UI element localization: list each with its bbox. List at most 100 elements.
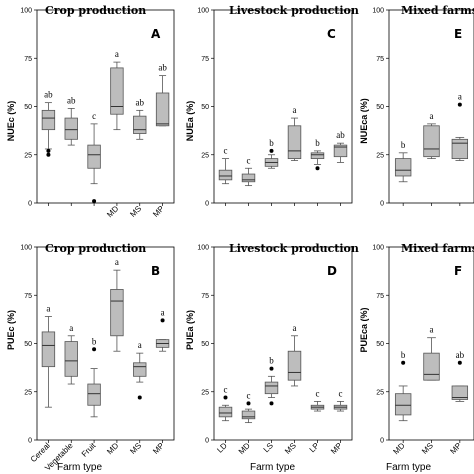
significance-letter: c (92, 111, 96, 121)
significance-letter: c (247, 155, 251, 165)
significance-letter: a (430, 111, 434, 121)
box-group: b (264, 356, 279, 406)
box (451, 385, 469, 400)
box (451, 138, 469, 160)
y-tick-label: 50 (201, 341, 209, 348)
y-tick-label: 50 (376, 341, 384, 348)
significance-letter: ab (336, 130, 345, 140)
y-tick-label: 50 (24, 341, 32, 348)
x-tick-label: MP (329, 441, 344, 456)
box-group: ab (41, 90, 56, 157)
y-tick-label: 75 (24, 56, 32, 63)
y-tick-label: 25 (24, 389, 32, 396)
outlier-point (160, 318, 165, 323)
significance-letter: ab (158, 63, 167, 73)
x-tick-label: Fruit (80, 441, 98, 459)
outlier-point (269, 366, 274, 371)
x-tick-label: MS (128, 204, 143, 219)
x-tick-label: LP (308, 441, 321, 454)
panel-b: Crop production B PUEc (%) 0255075100aCe… (6, 242, 175, 473)
x-tick-label: MD (105, 204, 120, 219)
y-tick-label: 25 (376, 152, 384, 159)
panel-title: Crop production (45, 242, 146, 255)
significance-letter: b (269, 138, 274, 148)
box-group: a (110, 257, 124, 352)
outlier-point (92, 199, 97, 204)
significance-letter: a (115, 49, 119, 59)
significance-letter: b (269, 356, 274, 366)
y-tick-label: 0 (380, 201, 384, 208)
y-tick-label: 100 (197, 8, 209, 15)
x-axis-label-left: Farm type (57, 462, 102, 473)
x-tick-label: LS (262, 441, 275, 454)
panel-e: Mixed farms E NUEca (%) 0 25 50 75 100 b a a (359, 4, 474, 208)
panel-title: Mixed farms (401, 4, 474, 17)
box (64, 341, 78, 377)
box (423, 125, 440, 158)
significance-letter: a (293, 323, 297, 333)
box (241, 173, 256, 183)
box-group: b (394, 140, 412, 183)
box-group: ab (451, 350, 469, 402)
box (310, 152, 325, 160)
box-group: ab (133, 97, 147, 140)
outlier-point (223, 395, 228, 400)
box-group: c (241, 390, 256, 424)
significance-letter: c (224, 385, 228, 395)
y-tick-label: 75 (376, 293, 384, 300)
y-tick-label: 0 (205, 201, 209, 208)
y-axis-label: NUEa (%) (185, 101, 195, 142)
box (333, 144, 348, 158)
significance-letter: a (161, 307, 165, 317)
y-tick-label: 50 (376, 104, 384, 111)
panel-letter: F (454, 264, 462, 278)
box-group: a (451, 92, 469, 161)
x-tick-label: LD (215, 441, 229, 455)
y-axis-label: NUEc (%) (6, 101, 16, 142)
box-group: a (155, 307, 170, 352)
y-tick-label: 25 (24, 152, 32, 159)
significance-letter: a (138, 340, 142, 350)
y-axis-label: PUEca (%) (359, 307, 369, 352)
y-tick-label: 0 (28, 438, 32, 445)
significance-letter: a (293, 105, 297, 115)
x-axis-label-middle: Farm type (250, 462, 295, 473)
panel-title: Livestock production (229, 242, 359, 255)
y-tick-label: 50 (201, 104, 209, 111)
panel-c: Livestock production C NUEa (%) 0 25 50 75 1… (185, 4, 359, 208)
box-group: b (87, 336, 101, 418)
box (264, 381, 279, 395)
x-tick-label: MS (420, 441, 435, 456)
y-tick-label: 75 (201, 56, 209, 63)
box (41, 109, 56, 131)
x-tick-label: MD (391, 441, 406, 456)
x-tick-label: MS (128, 441, 143, 456)
significance-letter: ab (67, 95, 76, 105)
x-axis-label-right: Farm type (386, 462, 431, 473)
outlier-point (269, 148, 274, 153)
significance-letter: c (247, 390, 251, 400)
significance-letter: ab (136, 97, 145, 107)
outlier-point (46, 152, 51, 157)
box-group: b (264, 138, 279, 169)
box (64, 117, 78, 140)
box-group: b (394, 350, 412, 422)
box-group: c (241, 155, 256, 187)
significance-letter: c (316, 388, 320, 398)
panel-title: Livestock production (229, 4, 359, 17)
significance-letter: a (458, 92, 462, 102)
significance-letter: a (115, 257, 119, 267)
y-tick-label: 100 (197, 245, 209, 252)
significance-letter: ab (44, 90, 53, 100)
box (87, 144, 101, 169)
y-tick-label: 75 (24, 293, 32, 300)
box (394, 393, 412, 416)
x-tick-label: MP (448, 441, 463, 456)
significance-letter: a (46, 303, 50, 313)
panel-letter: D (327, 264, 337, 278)
panel-letter: C (327, 27, 336, 41)
box (423, 352, 440, 381)
significance-letter: a (69, 323, 73, 333)
y-tick-label: 75 (376, 56, 384, 63)
box-group: ab (64, 95, 78, 146)
